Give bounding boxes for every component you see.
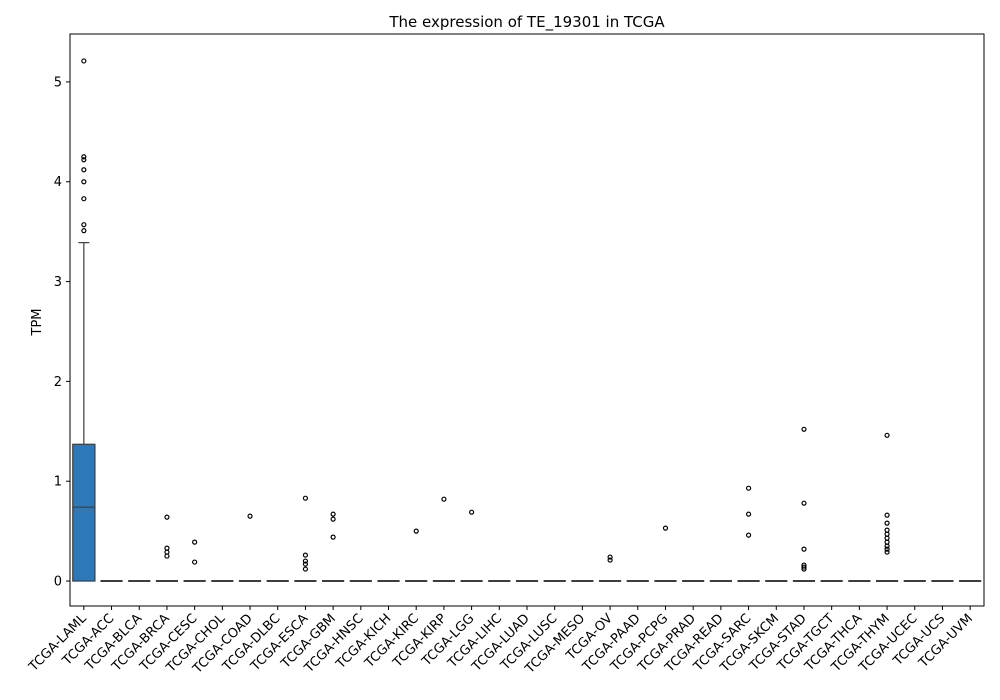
outlier-point — [81, 154, 87, 160]
outlier-point — [302, 552, 309, 558]
outlier-point — [801, 500, 807, 506]
y-tick-label: 0 — [54, 575, 62, 590]
outlier-point — [884, 512, 890, 518]
y-tick-label: 4 — [54, 175, 62, 190]
outlier-point — [801, 546, 807, 552]
outlier-point — [302, 495, 309, 501]
box-tcga-cesc — [183, 539, 206, 583]
outlier-point — [884, 432, 890, 438]
chart-title: The expression of TE_19301 in TCGA — [388, 13, 665, 32]
outlier-point — [302, 558, 309, 564]
y-axis: 0 1 2 3 4 5 — [54, 75, 70, 590]
outlier-point — [81, 228, 87, 234]
outlier-point — [302, 561, 309, 567]
outlier-point — [81, 157, 87, 163]
box-tcga-thym — [875, 432, 899, 583]
outlier-point — [745, 532, 752, 538]
outlier-point — [801, 564, 807, 570]
box-tcga-kirc — [405, 528, 428, 583]
box-tcga-stad — [792, 426, 816, 583]
box-tcga-coad — [238, 513, 262, 583]
outlier-point — [607, 557, 613, 563]
outlier-point — [81, 179, 87, 185]
outlier-point — [330, 534, 336, 540]
outlier-point — [330, 511, 336, 517]
outlier-point — [662, 525, 669, 531]
box-tcga-sarc — [737, 485, 760, 583]
box-body — [72, 443, 96, 582]
box-tcga-laml — [72, 58, 96, 582]
box-tcga-gbm — [322, 511, 345, 583]
outlier-point — [81, 196, 87, 202]
outlier-point — [884, 520, 890, 526]
outlier-point — [884, 543, 890, 549]
box-tcga-esca — [294, 495, 317, 583]
outlier-point — [192, 559, 198, 565]
outlier-point — [192, 539, 198, 545]
outlier-point — [302, 566, 309, 572]
box-tcga-ov — [599, 554, 622, 583]
y-tick-label: 5 — [54, 75, 62, 90]
outlier-point — [81, 167, 87, 173]
outlier-point — [745, 511, 752, 517]
outlier-point — [884, 549, 890, 555]
outlier-point — [469, 509, 475, 515]
box-tcga-lgg — [460, 509, 483, 583]
outlier-point — [81, 222, 87, 228]
y-tick-label: 3 — [54, 275, 62, 290]
outlier-point — [884, 546, 890, 552]
outlier-point — [441, 496, 447, 502]
outlier-point — [801, 426, 807, 432]
y-axis-label: TPM — [30, 309, 45, 337]
outlier-point — [745, 485, 752, 491]
plot-area — [72, 58, 982, 583]
outlier-point — [164, 553, 170, 559]
plot-frame — [69, 33, 985, 607]
y-tick-label: 1 — [54, 475, 62, 490]
outlier-point — [81, 58, 87, 64]
box-tcga-pcpg — [654, 525, 677, 583]
outlier-point — [801, 566, 807, 572]
y-tick-label: 2 — [54, 375, 62, 390]
outlier-point — [330, 516, 336, 522]
x-axis: TCGA-LAMLTCGA-ACCTCGA-BLCATCGA-BRCATCGA-… — [26, 606, 976, 677]
outlier-point — [413, 528, 419, 534]
outlier-point — [247, 513, 253, 519]
outlier-point — [164, 514, 170, 520]
box-tcga-kirp — [432, 496, 455, 583]
box-tcga-brca — [155, 514, 179, 583]
outlier-point — [607, 554, 613, 560]
